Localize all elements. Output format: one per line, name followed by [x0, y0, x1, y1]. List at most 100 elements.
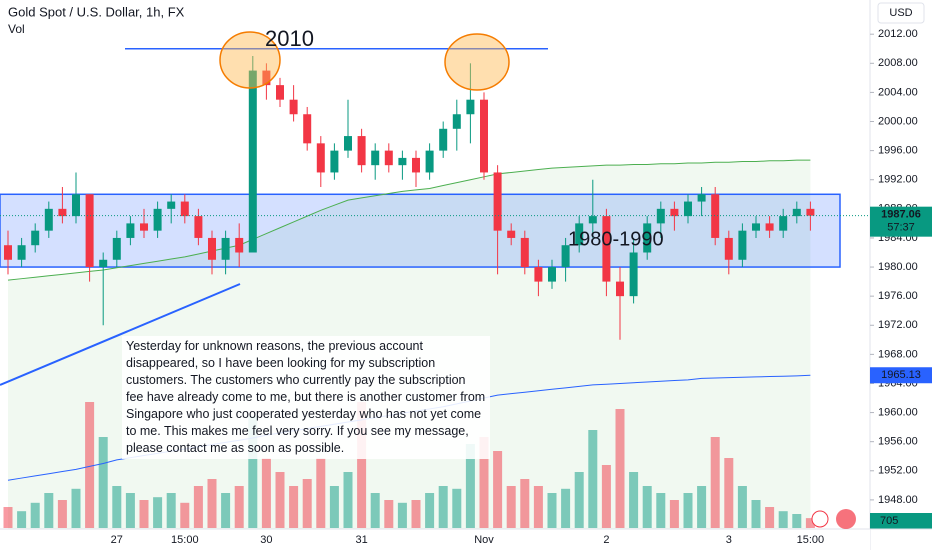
candle-body — [72, 194, 80, 217]
candle-body — [44, 208, 53, 231]
y-tick-label: 1976.00 — [878, 290, 918, 302]
volume-bar — [234, 486, 244, 528]
volume-bar — [792, 514, 802, 528]
volume-bar — [112, 486, 122, 528]
x-tick-label: Nov — [474, 534, 494, 546]
volume-bar — [44, 493, 54, 528]
candle-body — [276, 85, 284, 100]
volume-bar — [506, 486, 516, 528]
volume-bar — [98, 437, 108, 528]
icon[interactable] — [811, 510, 829, 528]
volume-bar — [751, 500, 761, 528]
candle-body — [112, 237, 121, 260]
candle-body — [85, 194, 94, 268]
volume-bar — [384, 500, 394, 528]
volume-bar — [669, 500, 679, 528]
volume-bar — [493, 451, 503, 528]
volume-bar — [452, 488, 462, 528]
candle-body — [697, 194, 706, 202]
volume-bar — [765, 507, 775, 528]
candle-body — [4, 245, 12, 260]
icon[interactable] — [836, 509, 856, 529]
candle-body — [534, 267, 543, 282]
ma-price-label: 1965.13 — [881, 369, 921, 381]
candle-body — [303, 114, 312, 144]
candle-body — [316, 143, 325, 173]
candle-body — [684, 201, 692, 217]
y-tick-label: 2000.00 — [878, 115, 918, 127]
volume-bar — [601, 465, 611, 528]
highlight-ellipse — [444, 33, 510, 91]
candle-body — [344, 136, 352, 151]
x-tick-label: 27 — [111, 534, 123, 546]
volume-bar — [561, 488, 571, 528]
candle-body — [371, 150, 380, 166]
y-tick-label: 1980.00 — [878, 261, 918, 273]
volume-bar — [85, 402, 95, 528]
y-tick-label: 1948.00 — [878, 494, 918, 506]
y-tick-label: 1952.00 — [878, 465, 918, 477]
volume-bar — [302, 479, 312, 528]
candle-body — [629, 252, 638, 297]
last-price-box — [870, 206, 932, 237]
y-tick-label: 1968.00 — [878, 348, 918, 360]
candle-body — [520, 237, 529, 268]
volume-bar — [615, 409, 625, 528]
last-price-label: 1987.06 — [881, 209, 921, 221]
candle-body — [507, 230, 516, 238]
volume-bar — [397, 502, 407, 528]
candle-body — [153, 208, 162, 231]
candle-body — [425, 150, 434, 173]
moving-average-fast — [7, 159, 811, 281]
volume-bar — [125, 493, 135, 528]
candle-body — [602, 216, 611, 282]
volume-bar — [778, 511, 788, 528]
candle-body — [616, 281, 624, 297]
candle-body — [126, 223, 135, 238]
candle-body — [548, 267, 556, 282]
volume-bar — [166, 493, 176, 528]
y-tick-label: 2012.00 — [878, 28, 918, 40]
price-axis — [870, 0, 932, 550]
volume-bar — [17, 511, 27, 528]
overlay-message: Yesterday for unknown reasons, the previ… — [122, 336, 490, 459]
volume-bar — [574, 472, 584, 528]
x-tick-label: 31 — [355, 534, 367, 546]
trend-line — [0, 283, 241, 386]
volume-bar — [710, 437, 720, 528]
volume-bar — [221, 493, 231, 528]
volume-bar — [357, 402, 367, 528]
candle-body — [194, 216, 203, 238]
candle-body — [398, 157, 407, 166]
volume-bar — [261, 458, 271, 528]
candle-body — [262, 70, 271, 86]
candle-body — [439, 128, 448, 151]
candle-body — [765, 223, 774, 231]
volume-bar — [3, 507, 13, 528]
candle-body — [724, 237, 733, 260]
volume-bar — [71, 488, 81, 528]
y-tick-label: 1960.00 — [878, 406, 918, 418]
y-tick-label: 1996.00 — [878, 145, 918, 157]
ma-price-box — [870, 367, 932, 384]
annotation: 2010 — [265, 26, 314, 51]
candle-body — [31, 230, 40, 246]
candle-body — [561, 245, 570, 268]
candle-body — [140, 223, 148, 231]
time-axis — [0, 529, 870, 550]
candle-body — [452, 114, 461, 129]
candle-body — [208, 237, 216, 260]
y-tick-label: 2004.00 — [878, 86, 918, 98]
currency-button[interactable] — [877, 2, 925, 24]
candle-body — [330, 150, 339, 173]
volume-bar — [139, 500, 149, 528]
volume-bar — [193, 486, 203, 528]
candle-body — [806, 208, 815, 216]
candle-body — [493, 172, 502, 231]
chart-title: Gold Spot / U.S. Dollar, 1h, FX — [8, 4, 185, 19]
candle-body — [792, 208, 801, 217]
x-tick-label: 15:00 — [797, 534, 825, 546]
candle-body — [752, 223, 760, 231]
